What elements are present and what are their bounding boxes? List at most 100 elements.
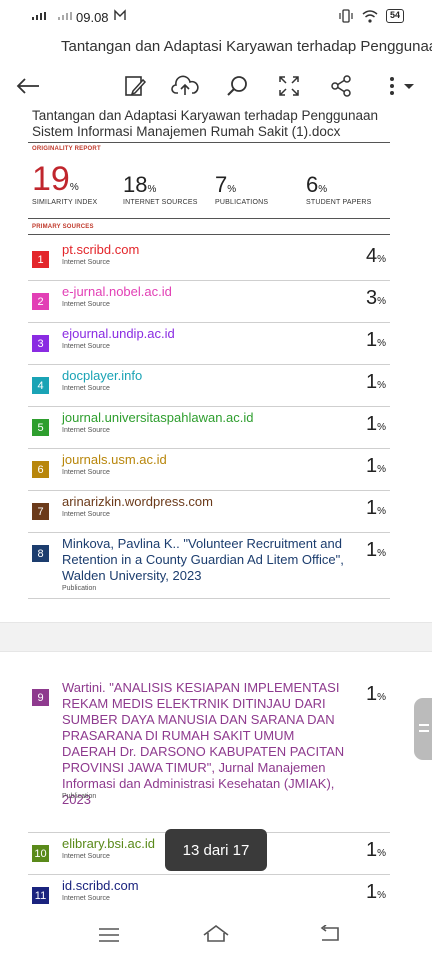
source-percent: 1% bbox=[366, 839, 386, 862]
stat-label: INTERNET SOURCES bbox=[123, 199, 198, 206]
source-name[interactable]: docplayer.info bbox=[62, 368, 143, 383]
source-type: Publication bbox=[62, 585, 97, 592]
source-type: Internet Source bbox=[62, 853, 110, 860]
source-name[interactable]: ejournal.undip.ac.id bbox=[62, 326, 175, 341]
divider bbox=[28, 234, 390, 235]
cloud-upload-icon[interactable] bbox=[169, 70, 201, 102]
percent-value: 1 bbox=[366, 371, 378, 393]
document-title: Tantangan dan Adaptasi Karyawan terhadap… bbox=[61, 38, 432, 55]
internet-sources-stat: 18% INTERNET SOURCES bbox=[123, 172, 197, 206]
stat-label: PUBLICATIONS bbox=[215, 199, 269, 206]
report-file-name: Tantangan dan Adaptasi Karyawan terhadap… bbox=[32, 108, 379, 139]
recent-apps-icon[interactable] bbox=[98, 927, 120, 943]
source-percent: 3% bbox=[366, 287, 386, 310]
page-break bbox=[0, 622, 432, 652]
source-number-badge: 1 bbox=[32, 251, 49, 268]
percent-sign: % bbox=[377, 254, 387, 265]
source-number-badge: 9 bbox=[32, 689, 49, 706]
student-papers-stat: 6% STUDENT PAPERS bbox=[306, 172, 371, 206]
search-icon[interactable] bbox=[222, 70, 254, 102]
source-number-badge: 8 bbox=[32, 545, 49, 562]
source-percent: 1% bbox=[366, 539, 386, 562]
source-number-badge: 6 bbox=[32, 461, 49, 478]
percent-value: 1 bbox=[366, 881, 378, 903]
percent-sign: % bbox=[377, 380, 387, 391]
source-percent: 1% bbox=[366, 455, 386, 478]
source-type: Internet Source bbox=[62, 385, 110, 392]
percent-sign: % bbox=[377, 692, 387, 703]
stat-unit: % bbox=[227, 184, 237, 195]
stat-value: 19 bbox=[32, 160, 70, 198]
percent-sign: % bbox=[377, 548, 387, 559]
source-number-badge: 3 bbox=[32, 335, 49, 352]
signal-icon bbox=[32, 12, 46, 20]
home-icon[interactable] bbox=[202, 923, 230, 943]
primary-sources-label: PRIMARY SOURCES bbox=[32, 224, 94, 230]
percent-sign: % bbox=[377, 422, 387, 433]
source-name[interactable]: Minkova, Pavlina K.. "Volunteer Recruitm… bbox=[62, 536, 344, 583]
row-divider bbox=[28, 448, 390, 449]
percent-sign: % bbox=[377, 506, 387, 517]
divider bbox=[28, 142, 390, 143]
source-type: Internet Source bbox=[62, 895, 110, 902]
row-divider bbox=[28, 280, 390, 281]
percent-value: 1 bbox=[366, 497, 378, 519]
back-nav-icon[interactable] bbox=[318, 925, 342, 943]
percent-value: 1 bbox=[366, 329, 378, 351]
source-name[interactable]: pt.scribd.com bbox=[62, 242, 140, 257]
share-icon[interactable] bbox=[325, 70, 357, 102]
stat-unit: % bbox=[69, 182, 79, 193]
percent-sign: % bbox=[377, 848, 387, 859]
stat-label: SIMILARITY INDEX bbox=[32, 199, 98, 206]
stat-value: 6 bbox=[306, 172, 319, 197]
source-name[interactable]: arinarizkin.wordpress.com bbox=[62, 494, 213, 509]
percent-value: 1 bbox=[366, 683, 378, 705]
percent-sign: % bbox=[377, 296, 387, 307]
source-percent: 1% bbox=[366, 329, 386, 352]
row-divider bbox=[28, 406, 390, 407]
source-name[interactable]: journal.universitaspahlawan.ac.id bbox=[62, 410, 254, 425]
percent-sign: % bbox=[377, 890, 387, 901]
page-indicator: 13 dari 17 bbox=[165, 829, 267, 871]
source-percent: 1% bbox=[366, 497, 386, 520]
system-nav-bar bbox=[0, 910, 432, 960]
percent-value: 1 bbox=[366, 839, 378, 861]
stat-value: 18 bbox=[123, 172, 148, 197]
source-number-badge: 5 bbox=[32, 419, 49, 436]
source-number-badge: 11 bbox=[32, 887, 49, 904]
wifi-icon bbox=[362, 9, 378, 23]
source-number-badge: 2 bbox=[32, 293, 49, 310]
percent-value: 1 bbox=[366, 455, 378, 477]
percent-value: 1 bbox=[366, 413, 378, 435]
stat-unit: % bbox=[147, 184, 157, 195]
percent-sign: % bbox=[377, 338, 387, 349]
source-type: Internet Source bbox=[62, 427, 110, 434]
source-name[interactable]: elibrary.bsi.ac.id bbox=[62, 836, 155, 851]
stat-label: STUDENT PAPERS bbox=[306, 199, 372, 206]
more-icon[interactable] bbox=[382, 70, 422, 102]
fullscreen-icon[interactable] bbox=[273, 70, 305, 102]
source-name[interactable]: e-jurnal.nobel.ac.id bbox=[62, 284, 172, 299]
stat-unit: % bbox=[318, 184, 328, 195]
source-percent: 4% bbox=[366, 245, 386, 268]
source-percent: 1% bbox=[366, 683, 386, 706]
clock: 09.08 bbox=[76, 10, 109, 25]
scroll-handle[interactable] bbox=[414, 698, 432, 760]
source-type: Internet Source bbox=[62, 511, 110, 518]
divider bbox=[28, 218, 390, 219]
percent-sign: % bbox=[377, 464, 387, 475]
publications-stat: 7% PUBLICATIONS bbox=[215, 172, 268, 206]
source-name[interactable]: Wartini. "ANALISIS KESIAPAN IMPLEMENTASI… bbox=[62, 680, 345, 807]
source-name[interactable]: journals.usm.ac.id bbox=[62, 452, 167, 467]
status-bar: 09.08 54 bbox=[0, 0, 432, 32]
source-type: Internet Source bbox=[62, 301, 110, 308]
source-number-badge: 7 bbox=[32, 503, 49, 520]
notification-icon bbox=[113, 9, 127, 24]
back-arrow-icon[interactable] bbox=[12, 70, 44, 102]
source-percent: 1% bbox=[366, 881, 386, 904]
edit-icon[interactable] bbox=[119, 70, 151, 102]
signal-weak-icon bbox=[58, 12, 72, 20]
originality-label: ORIGINALITY REPORT bbox=[32, 146, 101, 152]
source-name[interactable]: id.scribd.com bbox=[62, 878, 139, 893]
vibrate-icon bbox=[339, 9, 353, 23]
